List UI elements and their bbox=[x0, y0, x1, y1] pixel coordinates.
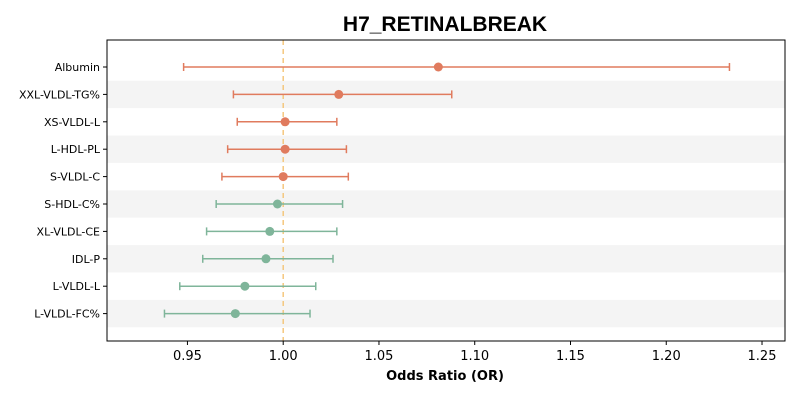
x-axis-label: Odds Ratio (OR) bbox=[386, 369, 504, 384]
row-shade bbox=[107, 190, 785, 218]
x-tick-label: 1.25 bbox=[748, 349, 777, 364]
y-tick-label: S-VLDL-C bbox=[50, 171, 100, 184]
x-tick-label: 1.05 bbox=[364, 349, 393, 364]
y-tick-label: S-HDL-C% bbox=[44, 198, 100, 211]
x-tick-label: 1.20 bbox=[652, 349, 681, 364]
y-tick-label: XL-VLDL-CE bbox=[37, 225, 101, 238]
or-point bbox=[280, 117, 290, 127]
or-point bbox=[261, 254, 271, 264]
x-axis: 0.95 1.00 1.05 1.10 1.15 1.20 1.25 bbox=[173, 341, 777, 364]
or-point bbox=[280, 144, 290, 154]
y-tick-label: Albumin bbox=[55, 61, 100, 74]
or-point bbox=[278, 172, 288, 182]
row-shading bbox=[107, 80, 785, 328]
or-point bbox=[240, 281, 250, 291]
x-tick-label: 1.00 bbox=[269, 349, 298, 364]
chart-title: H7_RETINALBREAK bbox=[343, 13, 547, 36]
row-shade bbox=[107, 135, 785, 163]
y-tick-label: L-HDL-PL bbox=[51, 143, 101, 156]
or-point bbox=[433, 62, 443, 72]
x-tick-label: 1.15 bbox=[556, 349, 585, 364]
y-tick-label: IDL-P bbox=[72, 253, 101, 266]
y-tick-label: XXL-VLDL-TG% bbox=[19, 88, 100, 101]
or-point bbox=[230, 309, 240, 319]
y-tick-label: L-VLDL-L bbox=[53, 280, 101, 293]
x-tick-label: 1.10 bbox=[460, 349, 489, 364]
plot-frame bbox=[106, 39, 786, 342]
y-tick-label: L-VLDL-FC% bbox=[34, 308, 100, 321]
y-axis: Albumin XXL-VLDL-TG% XS-VLDL-L L-HDL-PL S-VL… bbox=[19, 61, 107, 321]
or-point bbox=[265, 226, 275, 236]
point-estimates bbox=[230, 62, 443, 319]
x-tick-label: 0.95 bbox=[173, 349, 202, 364]
y-tick-label: XS-VLDL-L bbox=[44, 116, 101, 129]
or-point bbox=[334, 89, 344, 99]
or-point bbox=[272, 199, 282, 209]
